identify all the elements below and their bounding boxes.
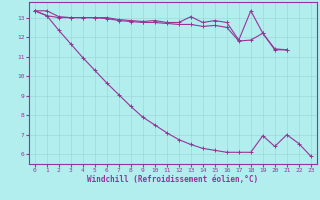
X-axis label: Windchill (Refroidissement éolien,°C): Windchill (Refroidissement éolien,°C) [87,175,258,184]
